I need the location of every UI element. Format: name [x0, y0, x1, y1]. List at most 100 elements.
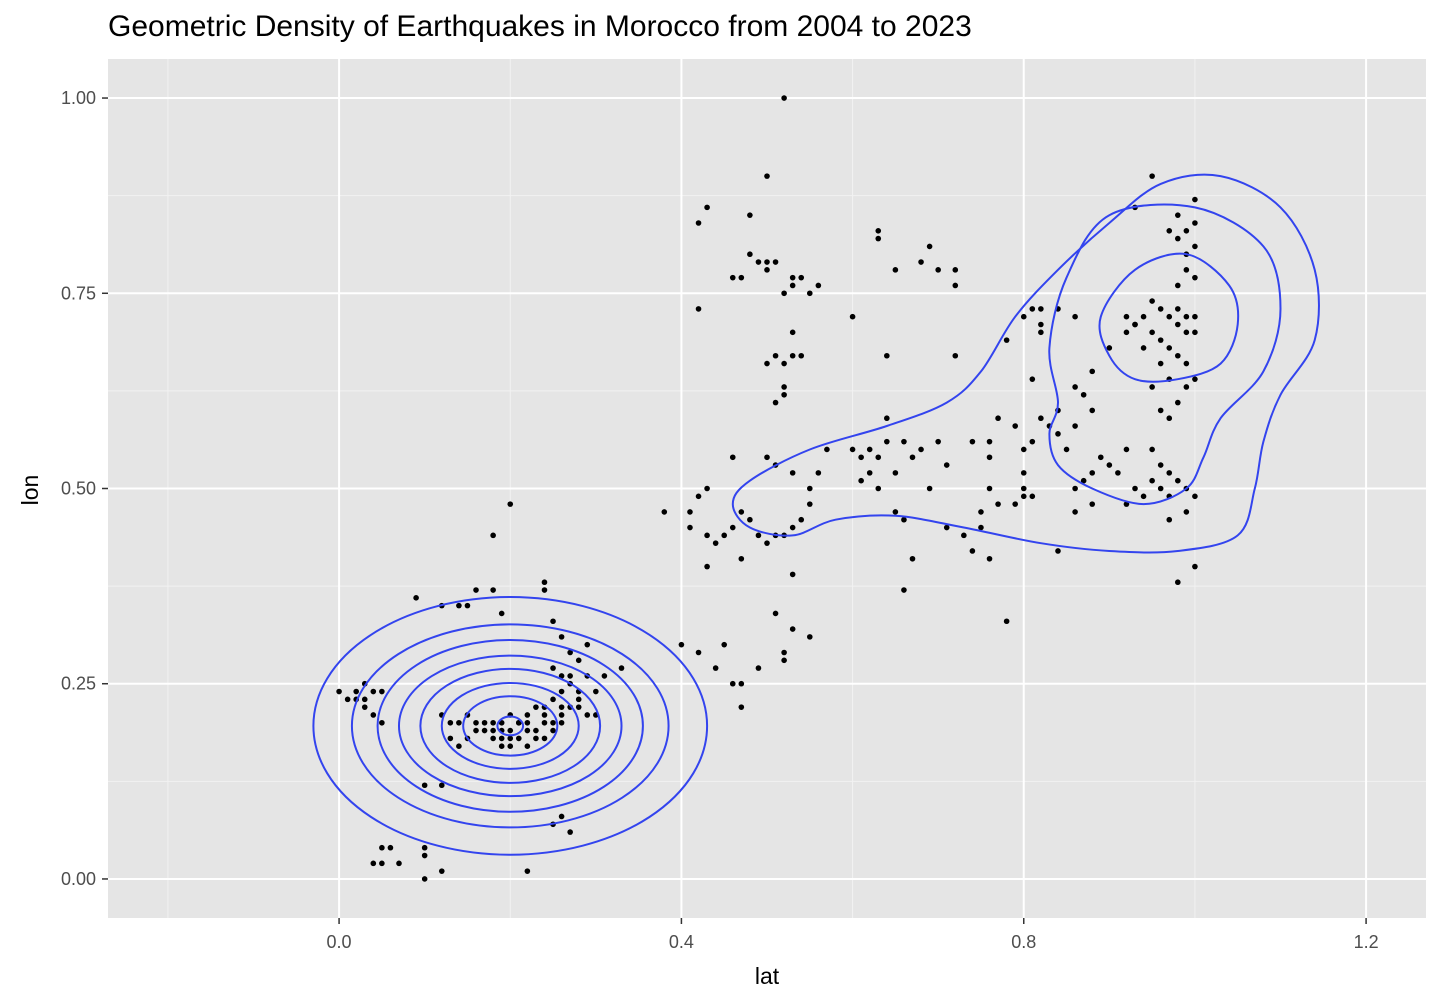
earthquake-point: [918, 259, 924, 265]
earthquake-point: [353, 688, 359, 695]
earthquake-point: [1132, 485, 1138, 492]
earthquake-point: [396, 860, 402, 867]
y-axis-title: lon: [17, 475, 43, 506]
earthquake-point: [806, 501, 813, 507]
earthquake-point: [1038, 306, 1044, 312]
earthquake-point: [473, 587, 479, 593]
earthquake-point: [995, 415, 1001, 422]
earthquake-point: [1020, 485, 1027, 492]
earthquake-point: [1072, 313, 1078, 320]
earthquake-point: [712, 665, 719, 671]
earthquake-point: [558, 688, 565, 695]
earthquake-point: [550, 665, 556, 671]
earthquake-point: [567, 673, 573, 679]
earthquake-point: [772, 610, 779, 617]
density-contour: [462, 695, 559, 757]
earthquake-point: [806, 290, 813, 297]
earthquake-point: [789, 626, 796, 632]
earthquake-point: [1157, 306, 1164, 312]
earthquake-point: [1123, 313, 1130, 320]
earthquake-point: [952, 352, 959, 359]
earthquake-point: [892, 267, 899, 273]
earthquake-point: [558, 704, 565, 710]
earthquake-point: [704, 563, 710, 570]
earthquake-point: [1020, 313, 1027, 320]
earthquake-point: [986, 454, 993, 461]
earthquake-point: [806, 634, 813, 640]
earthquake-point: [1149, 384, 1155, 390]
earthquake-point: [901, 438, 907, 445]
earthquake-point: [1132, 321, 1138, 328]
earthquake-point: [909, 454, 916, 461]
y-tick-label: 1.00: [61, 88, 96, 108]
earthquake-point: [558, 813, 565, 820]
earthquake-point: [1038, 329, 1044, 336]
earthquake-point: [575, 657, 582, 664]
earthquake-point: [1157, 407, 1164, 414]
y-tick-label: 0.75: [61, 283, 96, 303]
earthquake-point: [550, 618, 556, 625]
earthquake-point: [558, 712, 565, 718]
earthquake-point: [1166, 228, 1173, 234]
earthquake-point: [1149, 298, 1155, 304]
earthquake-point: [687, 524, 693, 531]
grid-layer: [108, 59, 1426, 918]
density-contour: [440, 681, 580, 770]
earthquake-point: [413, 595, 419, 601]
earthquake-point: [1157, 337, 1164, 343]
earthquake-point: [806, 485, 813, 492]
earthquake-point: [421, 844, 428, 851]
earthquake-point: [781, 384, 787, 390]
earthquake-point: [1089, 407, 1096, 414]
density-contour: [397, 654, 623, 798]
earthquake-point: [1192, 493, 1198, 500]
earthquake-point: [1029, 306, 1036, 312]
earthquake-point: [1183, 384, 1190, 390]
earthquake-point: [1080, 391, 1087, 398]
earthquake-point: [524, 727, 531, 734]
earthquake-point: [370, 712, 377, 718]
earthquake-point: [456, 602, 462, 609]
earthquake-point: [986, 485, 993, 492]
earthquake-point: [379, 719, 385, 726]
earthquake-point: [695, 306, 702, 312]
earthquake-point: [1072, 509, 1078, 515]
earthquake-point: [1166, 345, 1173, 351]
earthquake-point: [438, 782, 445, 789]
density-contour: [1048, 203, 1282, 506]
earthquake-point: [764, 173, 770, 179]
earthquake-point: [1192, 313, 1198, 320]
earthquake-point: [541, 719, 548, 726]
x-axis-title: lat: [755, 963, 780, 989]
earthquake-point: [764, 360, 770, 367]
earthquake-point: [1029, 438, 1036, 445]
earthquake-point: [695, 649, 702, 656]
earthquake-point: [361, 704, 368, 710]
earthquake-point: [567, 829, 573, 835]
earthquake-point: [943, 524, 950, 531]
earthquake-point: [1166, 516, 1173, 523]
earthquake-point: [1055, 548, 1061, 554]
earthquake-point: [1192, 220, 1198, 226]
y-tick-label: 0.00: [61, 869, 96, 889]
earthquake-point: [1089, 501, 1096, 507]
earthquake-point: [1166, 470, 1173, 476]
earthquake-point: [447, 719, 454, 726]
earthquake-point: [918, 446, 924, 453]
earthquake-point: [1157, 360, 1164, 367]
earthquake-point: [704, 532, 710, 539]
earthquake-point: [524, 743, 531, 749]
earthquake-point: [1072, 384, 1078, 390]
earthquake-point: [575, 696, 582, 703]
earthquake-point: [1183, 267, 1190, 273]
earthquake-point: [747, 212, 753, 218]
earthquake-point: [875, 228, 882, 234]
x-tick-label: 0.4: [669, 932, 694, 952]
chart-title: Geometric Density of Earthquakes in Moro…: [108, 10, 972, 43]
earthquake-point: [370, 860, 377, 867]
earthquake-point: [909, 555, 916, 562]
earthquake-point: [1055, 431, 1061, 437]
earthquake-point: [421, 876, 428, 882]
earthquake-point: [438, 868, 445, 874]
